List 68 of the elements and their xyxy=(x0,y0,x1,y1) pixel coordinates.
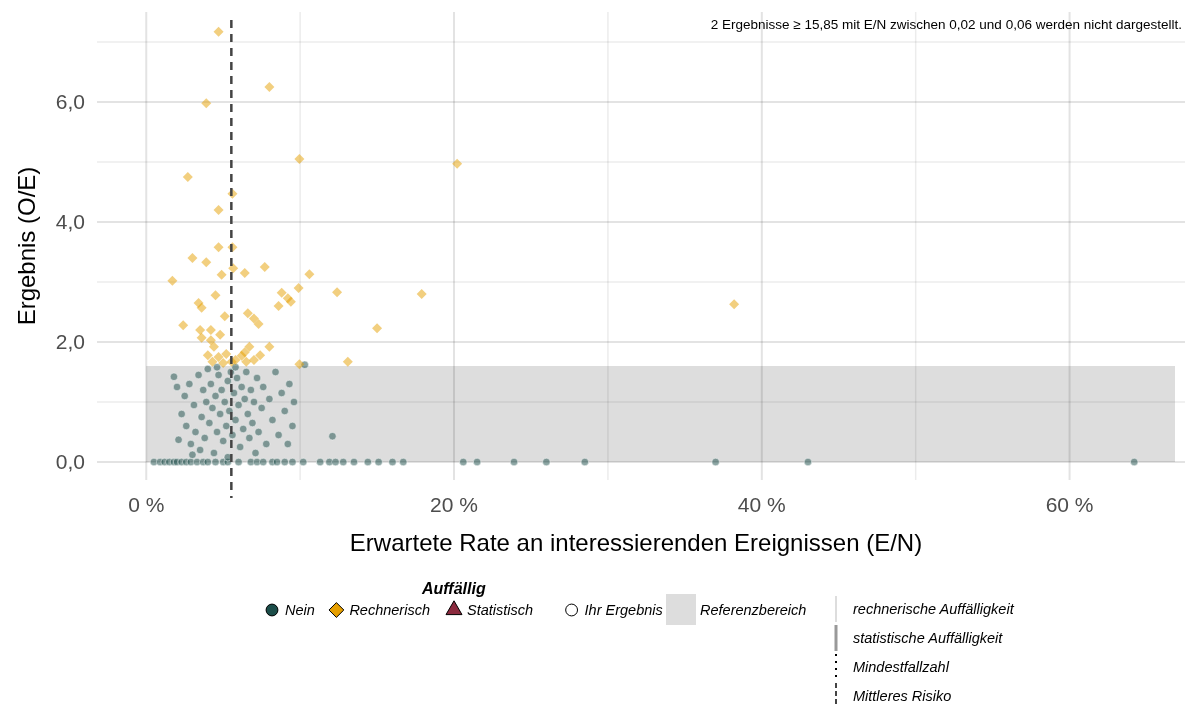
point xyxy=(208,341,219,352)
x-tick-label: 20 % xyxy=(430,493,478,516)
point xyxy=(196,332,207,343)
point xyxy=(242,308,253,319)
y-tick-label: 0,0 xyxy=(55,450,85,473)
text: Mindestfallzahl xyxy=(853,659,950,675)
point xyxy=(213,242,224,253)
point xyxy=(248,313,259,324)
point xyxy=(195,325,206,335)
point xyxy=(294,154,305,164)
point xyxy=(293,283,304,293)
point xyxy=(342,356,353,367)
x-tick-label: 40 % xyxy=(737,493,786,516)
point xyxy=(304,269,315,280)
point xyxy=(239,268,250,278)
point xyxy=(221,349,232,359)
point xyxy=(196,302,207,313)
point xyxy=(255,350,266,361)
point xyxy=(264,82,275,92)
point xyxy=(416,289,427,299)
point xyxy=(264,341,275,352)
y-tick-label: 6,0 xyxy=(55,90,85,113)
x-tick-label: 60 % xyxy=(1045,493,1094,516)
point xyxy=(241,356,252,367)
point xyxy=(219,311,230,322)
legend-label: Statistisch xyxy=(467,602,534,618)
point xyxy=(167,275,178,286)
point xyxy=(294,359,305,370)
legend-label: Nein xyxy=(285,602,315,618)
point xyxy=(213,26,224,37)
annotation: 2 Ergebnisse ≥ 15,85 mit E/N zwischen 0,02 und 0,06 werden nicht dargestellt. xyxy=(710,17,1182,32)
point xyxy=(273,301,284,311)
point xyxy=(187,253,198,263)
point xyxy=(216,269,227,280)
point xyxy=(201,98,212,109)
point xyxy=(259,262,270,272)
point xyxy=(332,287,343,298)
point xyxy=(205,325,216,335)
point xyxy=(213,352,224,362)
point xyxy=(201,257,212,268)
point xyxy=(213,205,224,215)
point xyxy=(253,319,264,329)
legend-label: Mittleres Risiko xyxy=(853,688,952,704)
point xyxy=(244,341,255,352)
point xyxy=(218,358,229,368)
legend-label: Ihr Ergebnis xyxy=(584,602,663,618)
point xyxy=(178,320,189,331)
point xyxy=(207,356,218,367)
point xyxy=(248,355,259,365)
x-tick-label: 0 % xyxy=(128,493,165,516)
y-tick-label: 4,0 xyxy=(55,210,85,233)
legend-label: Rechnerisch xyxy=(349,602,430,618)
text: statistische Auffälligkeit xyxy=(853,630,1004,646)
point xyxy=(202,350,213,361)
point xyxy=(276,287,287,298)
point xyxy=(210,290,221,301)
x-axis-title: Erwartete Rate an interessierenden Ereignissen (E/N) xyxy=(349,529,923,556)
legend-label: Referenzbereich xyxy=(700,602,807,618)
point xyxy=(452,158,463,169)
point xyxy=(182,172,193,182)
y-tick-label: 2,0 xyxy=(55,330,85,353)
point xyxy=(205,335,216,346)
legend-title: Auffällig xyxy=(421,580,486,597)
text: rechnerische Auffälligkeit xyxy=(853,601,1015,617)
point xyxy=(372,323,383,334)
point xyxy=(215,329,226,340)
y-axis-title: Ergebnis (O/E) xyxy=(13,166,40,326)
point xyxy=(729,299,740,310)
